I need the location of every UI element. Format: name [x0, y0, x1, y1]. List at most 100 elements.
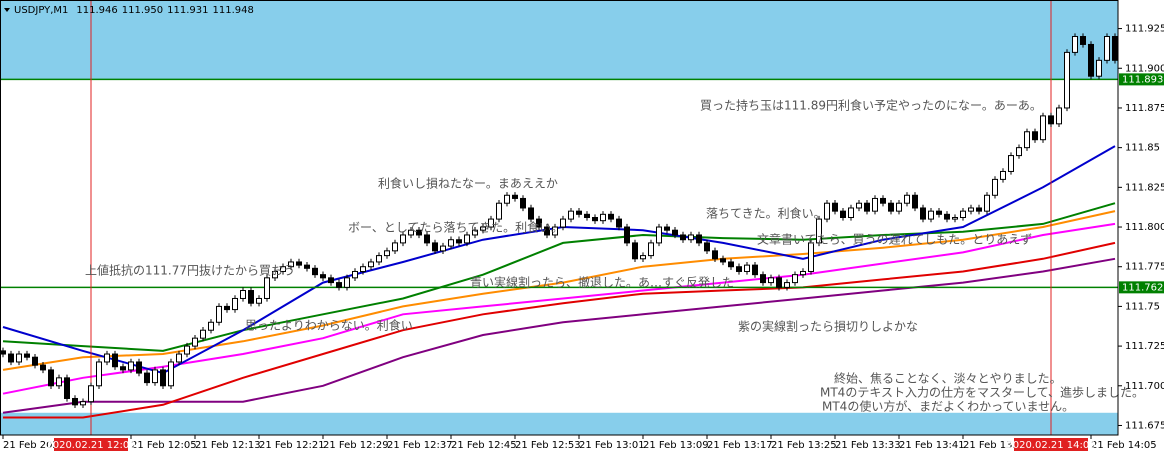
- candle-body: [368, 261, 374, 268]
- candle-body: [792, 274, 798, 284]
- candle-body: [440, 245, 446, 252]
- candle-body: [192, 337, 198, 347]
- annotation: MT4の使い方が、まだよくわかっていません。: [822, 399, 1074, 414]
- candle-body: [840, 210, 846, 218]
- candle-body: [320, 274, 326, 279]
- annotation: 買った持ち玉は111.89円利食い予定やったのになー。あーあ。: [700, 98, 1042, 113]
- annotation: 思ったよりわからない。利食い: [245, 318, 413, 333]
- annotation: 上値抵抗の111.77円抜けたから買おう: [85, 263, 295, 278]
- candle-body: [112, 353, 118, 368]
- candle-body: [768, 277, 774, 284]
- candle-body: [912, 194, 918, 209]
- level-label: 111.893: [1122, 74, 1163, 85]
- candle-body: [96, 361, 102, 387]
- candle-body: [464, 234, 470, 244]
- candle-body: [224, 305, 230, 311]
- header: USDJPY,M1 111.946 111.950 111.931 111.948: [14, 5, 254, 16]
- candle-body: [24, 353, 30, 358]
- candle-body: [696, 234, 702, 244]
- header-part: 111.931: [167, 5, 208, 16]
- candle-body: [680, 234, 686, 241]
- candle-body: [1072, 36, 1078, 53]
- candle-body: [200, 329, 206, 339]
- x-tick-label: 21 Feb 12:21: [259, 440, 325, 451]
- plot-frame: [0, 0, 1119, 436]
- candle-body: [784, 282, 790, 288]
- x-tick-label: 21 Feb 13:41: [899, 440, 965, 451]
- candle-body: [136, 361, 142, 374]
- candle-body: [856, 202, 862, 209]
- candle-body: [976, 207, 982, 212]
- candle-body: [88, 385, 94, 403]
- candle-body: [264, 277, 270, 299]
- candle-body: [176, 353, 182, 363]
- candle-body: [600, 213, 606, 222]
- x-tick-label: 21 Feb 13:09: [643, 440, 709, 451]
- menu-triangle: [4, 8, 10, 12]
- candle-body: [344, 277, 350, 288]
- candle-body: [552, 226, 558, 236]
- candle-body: [312, 267, 318, 276]
- y-tick-label: 111.675: [1125, 420, 1164, 431]
- candle-body: [576, 210, 582, 215]
- candle-body: [240, 290, 246, 299]
- candle-body: [256, 297, 262, 304]
- candle-body: [144, 372, 150, 384]
- candle-body: [984, 194, 990, 212]
- candle-body: [408, 229, 414, 236]
- candle-body: [928, 210, 934, 220]
- candle-body: [1112, 36, 1118, 61]
- level-label: 111.762: [1122, 282, 1163, 293]
- candle-body: [296, 261, 302, 266]
- x-tick-label: 21 Feb 12:05: [131, 440, 197, 451]
- candle-body: [304, 264, 310, 269]
- candle-body: [128, 361, 134, 371]
- header-part: USDJPY,M1: [14, 5, 68, 16]
- candle-body: [64, 377, 70, 399]
- candle-body: [216, 305, 222, 323]
- candle-body: [56, 377, 62, 387]
- candle-body: [848, 207, 854, 219]
- annotation: ボー、としてたら落ちてきた。利食い。: [348, 220, 563, 235]
- candle-body: [904, 194, 910, 204]
- candle-body: [384, 250, 390, 257]
- y-tick-label: 111.825: [1125, 182, 1164, 193]
- candle-body: [720, 258, 726, 263]
- candle-body: [1088, 43, 1094, 77]
- annotation: 終始、焦ることなく、淡々とやりました。: [834, 371, 1062, 386]
- candle-body: [152, 369, 158, 384]
- candle-body: [184, 345, 190, 355]
- time-label: 2020.02.21 14:00: [1006, 440, 1095, 451]
- annotation: 青い実線割ったら、撤退した。あ…すぐ反発した: [470, 275, 734, 290]
- candle-body: [1048, 115, 1054, 125]
- candle-body: [608, 213, 614, 220]
- annotation: 文章書いてたら、買うの遅れてしもた。とりあえず: [757, 232, 1032, 247]
- candle-body: [456, 239, 462, 244]
- candle-body: [1056, 107, 1062, 125]
- y-tick-label: 111.775: [1125, 262, 1164, 273]
- candle-body: [1000, 170, 1006, 180]
- candle-body: [936, 210, 942, 215]
- candle-body: [736, 266, 742, 272]
- y-tick-label: 111.85: [1125, 143, 1160, 154]
- candle-body: [616, 218, 622, 228]
- candle-body: [968, 207, 974, 212]
- candle-body: [288, 261, 294, 268]
- annotation: MT4のテキスト入力の仕方をマスターして、進歩しました。: [820, 385, 1144, 400]
- zone: [0, 412, 1118, 435]
- candle-body: [512, 194, 518, 199]
- candle-body: [232, 297, 238, 311]
- candle-body: [1032, 131, 1038, 141]
- candle-body: [80, 401, 86, 406]
- candle-body: [832, 202, 838, 212]
- candle-body: [432, 242, 438, 252]
- x-tick-label: 21 Feb 13:17: [707, 440, 773, 451]
- candle-body: [752, 264, 758, 276]
- candle-body: [584, 213, 590, 218]
- y-tick-label: 111.700: [1125, 381, 1164, 392]
- candle-body: [496, 202, 502, 220]
- moving-average: [2, 222, 1116, 395]
- candle-body: [1104, 36, 1110, 61]
- candle-body: [336, 282, 342, 288]
